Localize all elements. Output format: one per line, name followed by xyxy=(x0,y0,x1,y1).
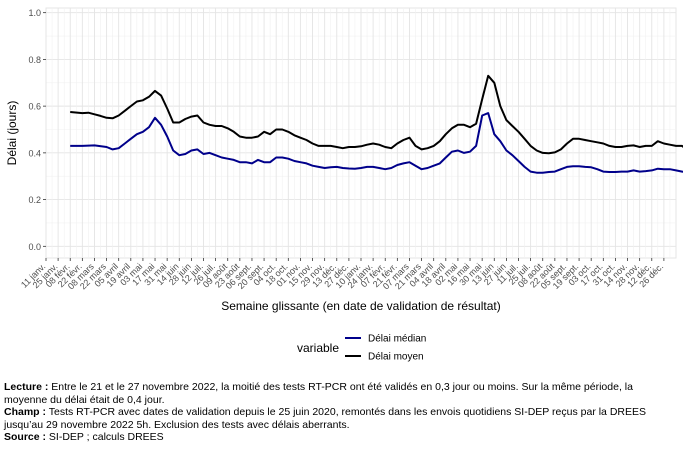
series-line-delai-moyen xyxy=(70,74,683,155)
source-note: Source : SI-DEP ; calculs DREES xyxy=(4,431,164,444)
y-tick-label: 0.4 xyxy=(28,148,41,158)
x-axis: 11 janv.25 janv.08 févr.22 févr.08 mars2… xyxy=(19,258,665,291)
y-axis: 0.0 0.2 0.4 0.6 0.8 1.0 xyxy=(28,8,46,252)
lecture-note: Lecture : Entre le 21 et le 27 novembre … xyxy=(4,381,633,406)
champ-note: Champ : Tests RT-PCR avec dates de valid… xyxy=(4,406,646,431)
y-tick-label: 0.6 xyxy=(28,102,41,112)
y-axis-label: Délai (jours) xyxy=(5,101,19,166)
y-tick-label: 0.2 xyxy=(28,195,41,205)
y-tick-label: 0.8 xyxy=(28,55,41,65)
series-line-delai-median xyxy=(70,112,683,174)
chart-notes: Lecture : Entre le 21 et le 27 novembre … xyxy=(4,381,676,444)
x-axis-label: Semaine glissante (en date de validation… xyxy=(221,299,501,313)
legend: variable Délai médian Délai moyen xyxy=(297,334,426,363)
y-tick-label: 0.0 xyxy=(28,242,41,252)
line-chart: 0.0 0.2 0.4 0.6 0.8 1.0 11 janv.25 janv.08 fé… xyxy=(5,7,683,363)
legend-label-median: Délai médian xyxy=(368,334,426,345)
series-lines xyxy=(70,74,683,174)
y-tick-label: 1.0 xyxy=(28,8,41,18)
legend-title: variable xyxy=(297,341,339,355)
legend-label-mean: Délai moyen xyxy=(368,352,424,363)
gridlines xyxy=(45,8,676,258)
